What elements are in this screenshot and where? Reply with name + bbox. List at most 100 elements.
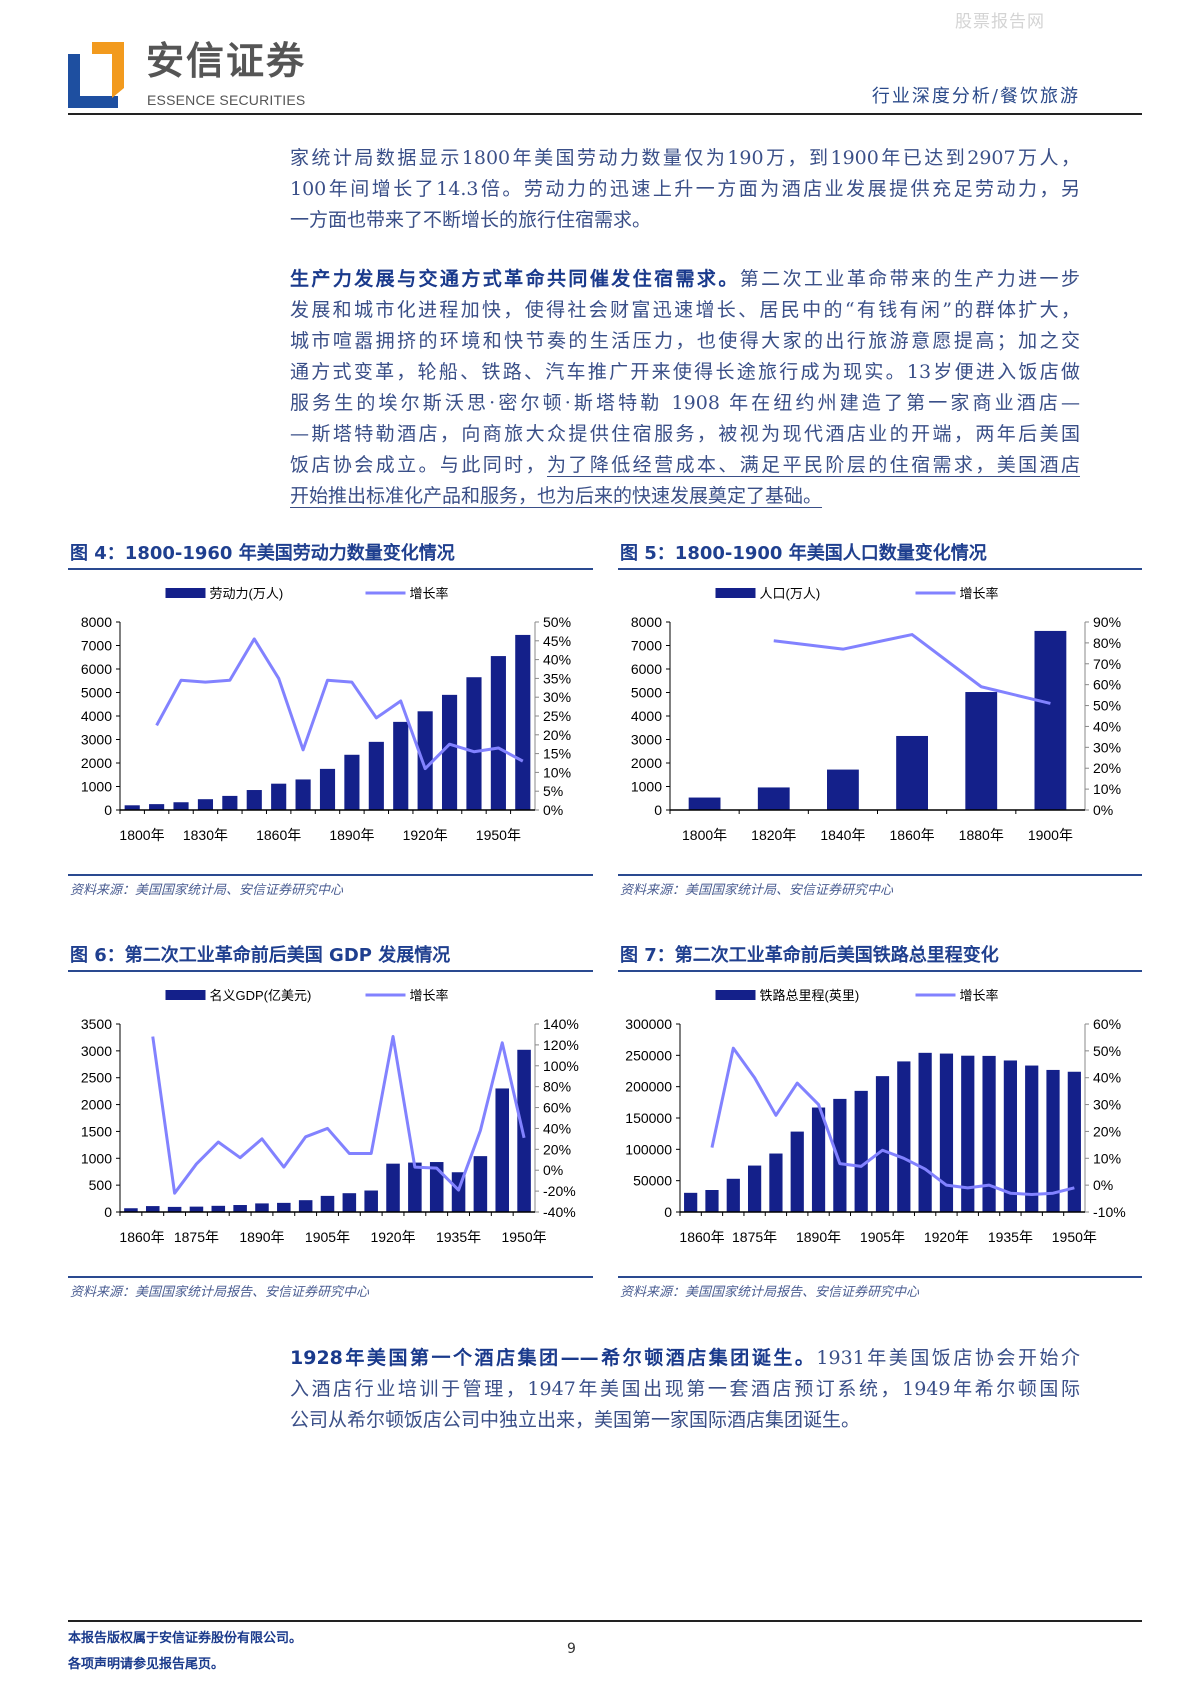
fig7-chart: 铁路总里程(英里) 增长率 0 50000 100000 150000 200000 2500… (618, 976, 1143, 1272)
y-left-tick-label: 8000 (81, 614, 112, 630)
text-segment: 饭店协会成立。与此同时， (290, 454, 547, 476)
bar (277, 1202, 291, 1212)
legend-swatch-bar (715, 990, 756, 1000)
text-segment: 公司从希尔顿饭店公司中独立出来，美国第一家国际酒店集团诞生。 (290, 1409, 861, 1431)
text-segment: 第二次工业革命带来的生产力进一步 (739, 268, 1080, 290)
y-left-tick-label: 50000 (633, 1173, 672, 1189)
text-line: 开始推出标准化产品和服务，也为后来的快速发展奠定了基础。 (290, 481, 1080, 512)
x-tick-label: 1900年 (1028, 827, 1073, 843)
fig6-source: 资料来源：美国国家统计局报告、安信证券研究中心 (70, 1285, 370, 1300)
x-tick-label: 1800年 (682, 827, 727, 843)
y-left-tick-label: 1000 (81, 779, 112, 795)
text-line: 饭店协会成立。与此同时，为了降低经营成本、满足平民阶层的住宿需求，美国酒店 (290, 450, 1080, 481)
fig7-title: 图 7：第二次工业革命前后美国铁路总里程变化 (620, 945, 999, 966)
x-tick-label: 1950年 (476, 827, 521, 843)
y-right-tick-label: 80% (1093, 635, 1121, 651)
y-right-tick-label: 40% (1093, 1070, 1121, 1086)
x-tick-label: 1875年 (174, 1229, 219, 1245)
fig5-rule (618, 568, 1142, 570)
legend-label-bar: 名义GDP(亿美元) (210, 988, 312, 1003)
y-right-tick-label: 50% (1093, 1043, 1121, 1059)
bar (211, 1205, 226, 1212)
bar (833, 1098, 847, 1212)
text-segment: 发展和城市化进程加快，使得社会财富迅速增长、居民中的“有钱有闲”的群体扩大， (290, 299, 1080, 321)
y-right-tick-label: 10% (1093, 1150, 1121, 1166)
bar (298, 1200, 313, 1212)
bar (918, 1052, 932, 1212)
y-right-tick-label: 50% (1093, 698, 1121, 714)
y-right-tick-label: 25% (543, 708, 571, 724)
x-tick-label: 1920年 (924, 1229, 969, 1245)
fig6-bottom-rule (68, 1276, 593, 1278)
x-tick-label: 1860年 (890, 827, 935, 843)
text-line: 入酒店行业培训于管理，1947年美国出现第一套酒店预订系统，1949年希尔顿国际 (290, 1374, 1080, 1405)
section-tag: 行业深度分析/餐饮旅游 (871, 86, 1080, 107)
legend: 铁路总里程(英里) 增长率 (715, 988, 999, 1003)
bar (726, 1178, 740, 1212)
y-left-tick-label: 0 (654, 802, 662, 818)
x-tick-label: 1830年 (183, 827, 228, 843)
y-right-tick-label: 20% (1093, 1123, 1121, 1139)
y-right-tick-label: 40% (1093, 718, 1121, 734)
fig5-svg: 人口(万人) 增长率 0 1000 2000 3000 4000 5000 6000 7000 80… (631, 586, 1121, 843)
y-right-tick-label: 30% (543, 689, 571, 705)
bar (965, 692, 998, 810)
fig4-rule (68, 568, 593, 570)
y-right-tick-label: 5% (543, 783, 563, 799)
fig6-title: 图 6：第二次工业革命前后美国 GDP 发展情况 (70, 945, 451, 966)
x-tick-label: 1905年 (860, 1229, 905, 1245)
bold-lead-text: 生产力发展与交通方式革命共同催发住宿需求。 (290, 268, 740, 290)
company-logo: 安信证券 ESSENCE SECURITIES (68, 40, 328, 112)
fig7-rule (618, 970, 1142, 972)
bar (757, 787, 790, 810)
y-right-tick-label: 10% (1093, 781, 1121, 797)
text-line: 家统计局数据显示1800年美国劳动力数量仅为190万，到1900年已达到2907… (290, 143, 1080, 174)
y-left-tick-label: 6000 (631, 661, 662, 677)
y-right-tick-label: 15% (543, 746, 571, 762)
text-line: 服务生的埃尔斯沃思·密尔顿·斯塔特勒 1908 年在纽约州建造了第一家商业酒店— (290, 388, 1080, 419)
bar (897, 1061, 911, 1212)
x-tick-label: 1860年 (119, 1229, 164, 1245)
bar (393, 721, 409, 810)
underlined-text: 为了降低经营成本、满足平民阶层的住宿需求，美国酒店 (547, 454, 1080, 476)
y-right-tick-label: 100% (543, 1058, 579, 1074)
fig7-source: 资料来源：美国国家统计局报告、安信证券研究中心 (620, 1285, 920, 1300)
x-tick-label: 1800年 (119, 827, 164, 843)
bar (495, 1088, 510, 1212)
growth-rate-line (155, 637, 524, 771)
bar (255, 1203, 269, 1212)
x-tick-label: 1860年 (256, 827, 301, 843)
y-right-tick-label: 10% (543, 764, 571, 780)
bar (386, 1163, 400, 1212)
bar (364, 1190, 378, 1212)
bar (167, 1206, 182, 1212)
legend-label-line: 增长率 (410, 988, 449, 1003)
bar (705, 1190, 719, 1212)
y-left-tick-label: 6000 (81, 661, 112, 677)
bar (684, 1192, 698, 1212)
bar (811, 1107, 826, 1212)
growth-rate-line (710, 1046, 1075, 1197)
fig7-svg: 铁路总里程(英里) 增长率 0 50000 100000 150000 200000 2500… (625, 988, 1125, 1245)
legend-label-bar: 铁路总里程(英里) (760, 988, 860, 1003)
y-right-tick-label: 60% (1093, 1016, 1121, 1032)
text-line: 通方式变革，轮船、铁路、汽车推广开来使得长途旅行成为现实。13岁便进入饭店做 (290, 357, 1080, 388)
text-line: —斯塔特勒酒店，向商旅大众提供住宿服务，被视为现代酒店业的开端，两年后美国 (290, 419, 1080, 450)
fig4-bottom-rule (68, 874, 593, 876)
y-right-tick-label: 30% (1093, 739, 1121, 755)
fig5-chart: 人口(万人) 增长率 0 1000 2000 3000 4000 5000 6000 7000 80… (618, 574, 1143, 870)
y-left-tick-label: 150000 (625, 1110, 672, 1126)
y-right-tick-label: 90% (1093, 614, 1121, 630)
fig5-source: 资料来源：美国国家统计局、安信证券研究中心 (620, 883, 894, 898)
text-segment: 100年间增长了14.3倍。劳动力的迅速上升一方面为酒店业发展提供充足劳动力，另 (290, 178, 1080, 200)
header-divider (68, 113, 1142, 115)
y-right-tick-label: -20% (543, 1183, 576, 1199)
y-right-tick-label: 20% (543, 1141, 571, 1157)
legend-swatch-bar (715, 588, 756, 598)
x-tick-label: 1920年 (403, 827, 448, 843)
y-left-tick-label: 200000 (625, 1079, 672, 1095)
legend-label-line: 增长率 (410, 586, 449, 601)
bar (473, 1156, 488, 1212)
legend-label-bar: 人口(万人) (760, 586, 821, 601)
x-tick-label: 1950年 (502, 1229, 547, 1245)
